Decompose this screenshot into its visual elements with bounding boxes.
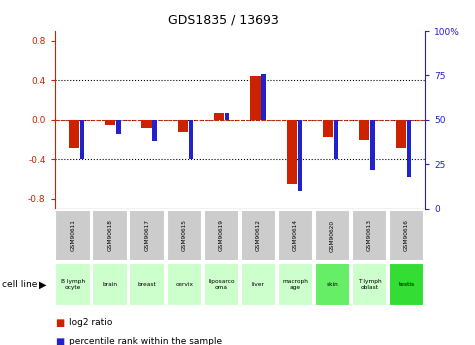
Text: macroph
age: macroph age xyxy=(283,279,308,290)
Text: liver: liver xyxy=(252,282,265,287)
FancyBboxPatch shape xyxy=(167,210,202,261)
FancyBboxPatch shape xyxy=(56,263,91,306)
Text: GSM90619: GSM90619 xyxy=(219,219,224,252)
Text: GSM90615: GSM90615 xyxy=(182,219,187,252)
Bar xyxy=(142,120,152,128)
FancyBboxPatch shape xyxy=(315,263,350,306)
Text: breast: breast xyxy=(138,282,157,287)
Bar xyxy=(286,120,297,184)
Bar xyxy=(250,77,260,120)
Bar xyxy=(334,120,339,159)
FancyBboxPatch shape xyxy=(352,210,387,261)
Bar xyxy=(370,120,375,170)
Text: GSM90618: GSM90618 xyxy=(108,219,113,252)
FancyBboxPatch shape xyxy=(241,263,276,306)
FancyBboxPatch shape xyxy=(389,263,424,306)
Text: brain: brain xyxy=(103,282,118,287)
Bar xyxy=(298,120,302,191)
Bar xyxy=(80,120,84,159)
FancyBboxPatch shape xyxy=(130,263,165,306)
FancyBboxPatch shape xyxy=(315,210,350,261)
Bar xyxy=(396,120,406,148)
Text: GDS1835 / 13693: GDS1835 / 13693 xyxy=(168,14,279,27)
FancyBboxPatch shape xyxy=(389,210,424,261)
Text: log2 ratio: log2 ratio xyxy=(69,318,112,327)
Text: GSM90616: GSM90616 xyxy=(404,219,409,252)
FancyBboxPatch shape xyxy=(278,263,313,306)
FancyBboxPatch shape xyxy=(93,263,128,306)
FancyBboxPatch shape xyxy=(241,210,276,261)
Text: cervix: cervix xyxy=(175,282,193,287)
Bar xyxy=(407,120,411,177)
Bar xyxy=(261,74,266,120)
Bar xyxy=(152,120,157,141)
Bar xyxy=(189,120,193,159)
Bar xyxy=(116,120,121,134)
Text: GSM90611: GSM90611 xyxy=(71,219,76,252)
Text: ■: ■ xyxy=(55,337,64,345)
Text: GSM90620: GSM90620 xyxy=(330,219,335,252)
Bar xyxy=(105,120,115,125)
Text: GSM90613: GSM90613 xyxy=(367,219,372,252)
Bar xyxy=(225,113,229,120)
FancyBboxPatch shape xyxy=(56,210,91,261)
Text: B lymph
ocyte: B lymph ocyte xyxy=(61,279,85,290)
Text: T lymph
oblast: T lymph oblast xyxy=(358,279,381,290)
Text: liposarco
oma: liposarco oma xyxy=(208,279,235,290)
Text: cell line: cell line xyxy=(2,280,38,289)
Text: GSM90612: GSM90612 xyxy=(256,219,261,252)
Bar xyxy=(178,120,188,132)
FancyBboxPatch shape xyxy=(204,263,239,306)
FancyBboxPatch shape xyxy=(278,210,313,261)
FancyBboxPatch shape xyxy=(352,263,387,306)
Bar xyxy=(323,120,333,137)
Bar xyxy=(359,120,370,140)
Text: ■: ■ xyxy=(55,318,64,327)
FancyBboxPatch shape xyxy=(130,210,165,261)
Text: percentile rank within the sample: percentile rank within the sample xyxy=(69,337,222,345)
FancyBboxPatch shape xyxy=(93,210,128,261)
FancyBboxPatch shape xyxy=(167,263,202,306)
FancyBboxPatch shape xyxy=(204,210,239,261)
Text: GSM90614: GSM90614 xyxy=(293,219,298,252)
Text: ▶: ▶ xyxy=(39,280,47,289)
Text: GSM90617: GSM90617 xyxy=(145,219,150,252)
Bar xyxy=(69,120,79,148)
Text: testis: testis xyxy=(399,282,415,287)
Text: skin: skin xyxy=(327,282,338,287)
Bar xyxy=(214,113,224,120)
